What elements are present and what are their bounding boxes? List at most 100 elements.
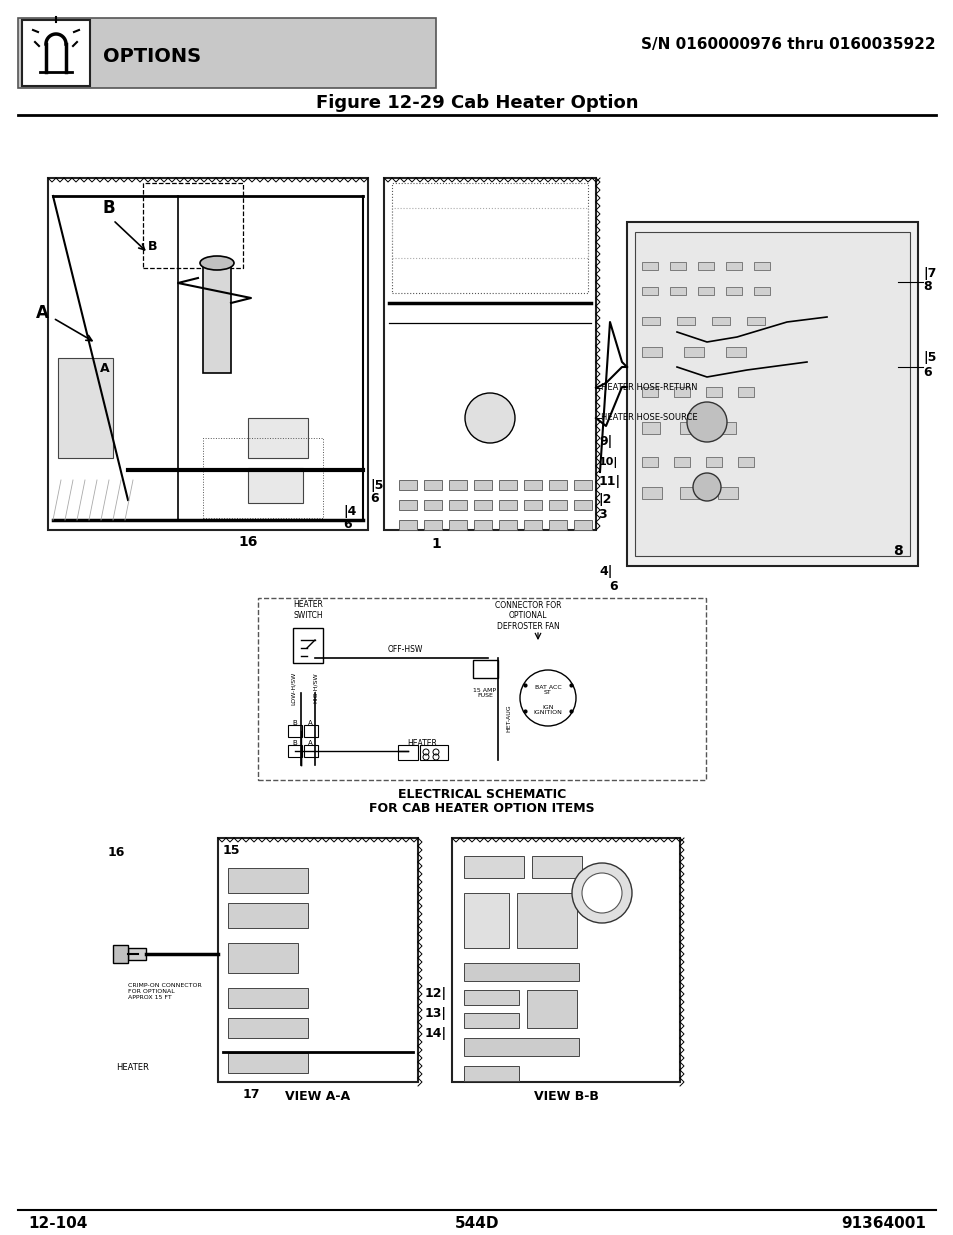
Bar <box>463 1066 518 1081</box>
Bar <box>523 500 541 510</box>
Circle shape <box>692 473 720 501</box>
Bar <box>392 207 587 258</box>
Circle shape <box>581 873 621 913</box>
Bar <box>725 262 741 270</box>
Bar <box>463 893 509 948</box>
Bar <box>548 500 566 510</box>
Bar <box>423 480 441 490</box>
Bar <box>641 457 658 467</box>
Bar <box>449 500 467 510</box>
Text: OPTIONS: OPTIONS <box>103 47 201 67</box>
Circle shape <box>572 863 631 923</box>
Bar <box>548 480 566 490</box>
Text: S/N 0160000976 thru 0160035922: S/N 0160000976 thru 0160035922 <box>640 37 935 52</box>
Text: 91364001: 91364001 <box>841 1215 925 1230</box>
Text: HEATER
SWITCH: HEATER SWITCH <box>293 600 323 620</box>
Text: 10|: 10| <box>598 457 618 468</box>
Bar <box>384 178 596 530</box>
Bar <box>218 839 417 1082</box>
Circle shape <box>686 403 726 442</box>
Bar <box>397 745 417 760</box>
Bar <box>293 629 323 663</box>
Text: 11|: 11| <box>598 475 620 489</box>
Bar <box>532 856 581 878</box>
Text: 15: 15 <box>223 844 240 857</box>
Text: A: A <box>308 720 313 726</box>
Text: HEATER HOSE-SOURCE: HEATER HOSE-SOURCE <box>600 414 697 422</box>
Bar <box>698 262 713 270</box>
Text: 17: 17 <box>243 1088 260 1100</box>
Bar <box>22 20 90 86</box>
Circle shape <box>464 393 515 443</box>
Bar <box>304 725 317 737</box>
Text: 6: 6 <box>343 519 352 531</box>
Bar <box>679 487 700 499</box>
Text: A: A <box>100 362 110 374</box>
Bar <box>203 438 323 517</box>
Text: |7: |7 <box>923 268 936 280</box>
Bar <box>48 178 368 530</box>
Bar <box>392 183 587 293</box>
Text: HEATER: HEATER <box>407 739 436 747</box>
Bar <box>725 287 741 295</box>
Bar <box>248 417 308 458</box>
Text: 16: 16 <box>108 846 125 860</box>
Bar <box>738 457 753 467</box>
Text: 6: 6 <box>370 492 378 505</box>
Text: 14|: 14| <box>424 1026 447 1040</box>
Text: 9|: 9| <box>598 436 612 448</box>
Circle shape <box>519 671 576 726</box>
Bar <box>143 183 243 268</box>
Bar <box>288 725 302 737</box>
Text: CRIMP-ON CONNECTOR
FOR OPTIONAL
APPROX 15 FT: CRIMP-ON CONNECTOR FOR OPTIONAL APPROX 1… <box>128 983 201 999</box>
Text: 6: 6 <box>608 579 617 593</box>
Bar <box>474 480 492 490</box>
Bar <box>669 262 685 270</box>
Bar <box>449 480 467 490</box>
Text: FOR CAB HEATER OPTION ITEMS: FOR CAB HEATER OPTION ITEMS <box>369 802 594 815</box>
Bar <box>423 520 441 530</box>
Bar <box>248 468 303 503</box>
Bar <box>304 745 317 757</box>
Bar <box>112 945 128 963</box>
Text: 1: 1 <box>431 537 440 551</box>
Bar <box>679 422 698 433</box>
Bar <box>753 262 769 270</box>
Bar <box>474 520 492 530</box>
Bar <box>673 387 689 396</box>
Bar <box>257 598 705 781</box>
Bar <box>523 480 541 490</box>
Bar <box>705 457 721 467</box>
Text: |4: |4 <box>343 505 356 519</box>
Bar <box>673 457 689 467</box>
Text: 16: 16 <box>237 535 257 550</box>
Bar <box>228 988 308 1008</box>
Text: B: B <box>292 740 296 746</box>
Bar <box>574 480 592 490</box>
Bar <box>683 347 703 357</box>
Bar <box>398 500 416 510</box>
Bar <box>128 948 146 960</box>
Bar <box>288 745 302 757</box>
Text: B: B <box>292 720 296 726</box>
Text: 12|: 12| <box>424 987 447 999</box>
Bar <box>548 520 566 530</box>
Text: A: A <box>36 304 49 322</box>
Bar <box>449 520 467 530</box>
Text: HET-AUG: HET-AUG <box>505 704 511 732</box>
Bar <box>626 222 917 566</box>
Text: HEATER: HEATER <box>116 1062 150 1072</box>
Bar <box>452 839 679 1082</box>
Bar <box>718 487 738 499</box>
Text: |2: |2 <box>598 494 611 506</box>
Bar <box>641 317 659 325</box>
Text: HEATER HOSE-RETURN: HEATER HOSE-RETURN <box>600 384 697 393</box>
Bar <box>635 232 909 556</box>
Text: CONNECTOR FOR
OPTIONAL
DEFROSTER FAN: CONNECTOR FOR OPTIONAL DEFROSTER FAN <box>495 601 560 631</box>
Ellipse shape <box>200 256 233 270</box>
Bar <box>228 1018 308 1037</box>
Bar <box>725 347 745 357</box>
Text: 4|: 4| <box>598 564 612 578</box>
Text: ELECTRICAL SCHEMATIC: ELECTRICAL SCHEMATIC <box>397 788 565 800</box>
Bar <box>473 659 497 678</box>
